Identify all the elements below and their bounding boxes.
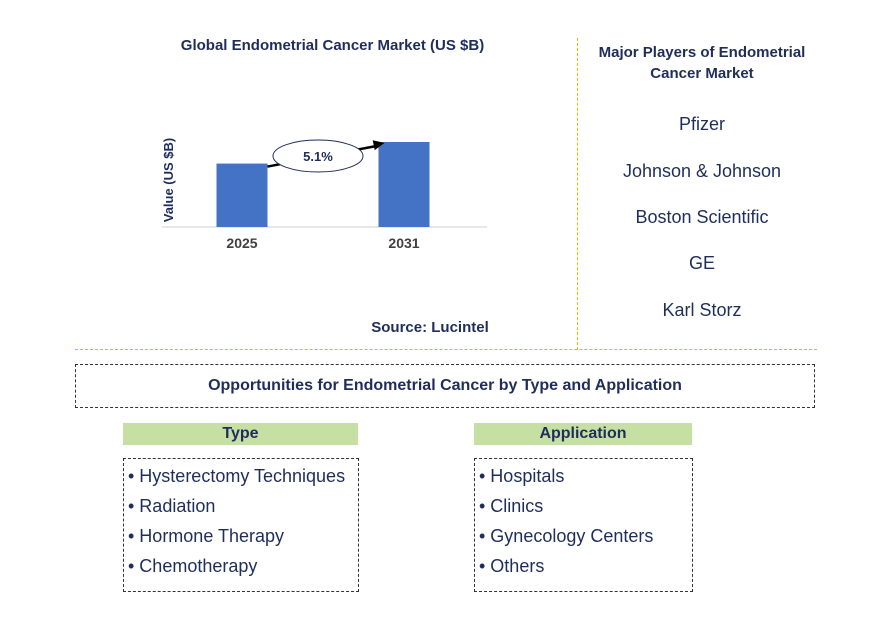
- list-item: • Chemotherapy: [128, 556, 258, 576]
- list-item: • Clinics: [479, 496, 544, 516]
- list-item: • Radiation: [128, 496, 216, 516]
- player-item: Karl Storz: [662, 300, 742, 320]
- list-item: • Hospitals: [479, 466, 565, 486]
- opportunities-title-box: Opportunities for Endometrial Cancer by …: [75, 364, 815, 408]
- vertical-divider: [577, 38, 578, 350]
- application-header: Application: [474, 423, 692, 445]
- list-item: • Hysterectomy Techniques: [128, 466, 346, 486]
- application-list: • Hospitals • Clinics • Gynecology Cente…: [474, 458, 693, 592]
- player-item: Johnson & Johnson: [622, 161, 782, 181]
- horizontal-divider: [75, 349, 817, 350]
- cagr-label: 5.1%: [303, 149, 333, 164]
- chart-title: Global Endometrial Cancer Market (US $B): [180, 37, 485, 54]
- players-title: Major Players of Endometrial Cancer Mark…: [598, 44, 806, 82]
- x-tick-label: 2025: [226, 235, 257, 251]
- bar-chart: Value (US $B) 2025 2031 5.1%: [161, 138, 487, 251]
- player-item: Boston Scientific: [635, 207, 769, 227]
- growth-arrow-head: [372, 140, 385, 151]
- source-note: Source: Lucintel: [371, 319, 489, 336]
- list-item: • Hormone Therapy: [128, 526, 285, 546]
- player-item: Pfizer: [678, 114, 725, 134]
- bar-2031: [378, 142, 430, 227]
- cagr-bubble: [272, 139, 364, 173]
- opportunities-title: Opportunities for Endometrial Cancer by …: [208, 377, 682, 394]
- bar-2025: [216, 163, 268, 227]
- list-item: • Others: [479, 556, 545, 576]
- type-header: Type: [123, 423, 358, 445]
- type-list: • Hysterectomy Techniques • Radiation • …: [123, 458, 359, 592]
- x-tick-label: 2031: [388, 235, 419, 251]
- player-item: GE: [688, 253, 715, 273]
- list-item: • Gynecology Centers: [479, 526, 654, 546]
- y-axis-label: Value (US $B): [161, 138, 176, 223]
